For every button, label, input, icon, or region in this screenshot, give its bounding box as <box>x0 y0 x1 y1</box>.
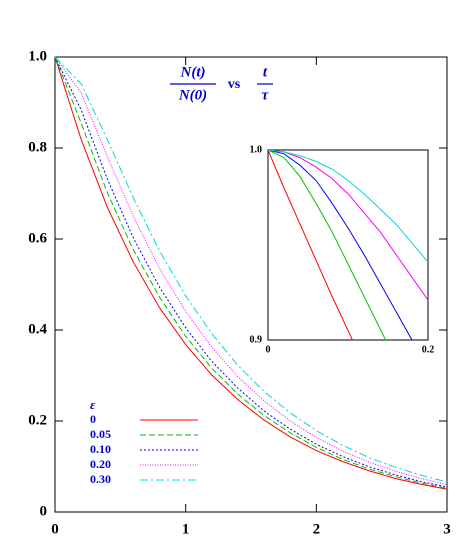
series-line <box>268 150 387 340</box>
series-group <box>54 56 448 490</box>
series-line <box>268 150 353 340</box>
title-vs: vs <box>228 77 241 92</box>
legend-label: 0.30 <box>90 472 111 486</box>
series-group <box>268 150 428 340</box>
legend-label: 0.05 <box>90 427 111 441</box>
plot-frame <box>54 56 448 513</box>
series-line <box>54 56 448 489</box>
y-tick-label: 0.2 <box>28 412 47 428</box>
y-tick-label: 0 <box>40 503 48 519</box>
series-line <box>54 56 448 483</box>
series-line <box>268 150 428 301</box>
legend-label: 0 <box>90 412 96 426</box>
x-tick-label: 2 <box>313 521 321 537</box>
x-tick-label: 3 <box>443 521 451 537</box>
x-tick-label: 0 <box>266 344 271 355</box>
title-numerator: t <box>263 64 268 80</box>
legend-title: ε <box>90 397 96 412</box>
series-line <box>54 56 448 490</box>
y-tick-label: 1.0 <box>250 144 263 155</box>
title-denominator: τ <box>262 87 270 103</box>
plot-frame <box>267 149 429 341</box>
series-line <box>268 150 428 263</box>
legend-label: 0.10 <box>90 442 111 456</box>
series-line <box>54 56 448 488</box>
y-tick-label: 0.6 <box>28 230 47 246</box>
x-tick-label: 0.2 <box>422 344 435 355</box>
y-tick-label: 1.0 <box>28 48 47 64</box>
y-tick-label: 0.8 <box>28 139 47 155</box>
x-tick-label: 1 <box>182 521 190 537</box>
title-denominator: N(0) <box>178 87 207 103</box>
series-line <box>54 56 448 486</box>
y-tick-label: 0.4 <box>28 321 47 337</box>
chart-title: N(t) N(0) vs t τ <box>170 64 273 103</box>
y-tick-label: 0.9 <box>250 334 263 345</box>
title-numerator: N(t) <box>180 64 206 80</box>
x-tick-label: 0 <box>51 521 59 537</box>
legend-label: 0.20 <box>90 457 111 471</box>
series-line <box>268 150 413 340</box>
